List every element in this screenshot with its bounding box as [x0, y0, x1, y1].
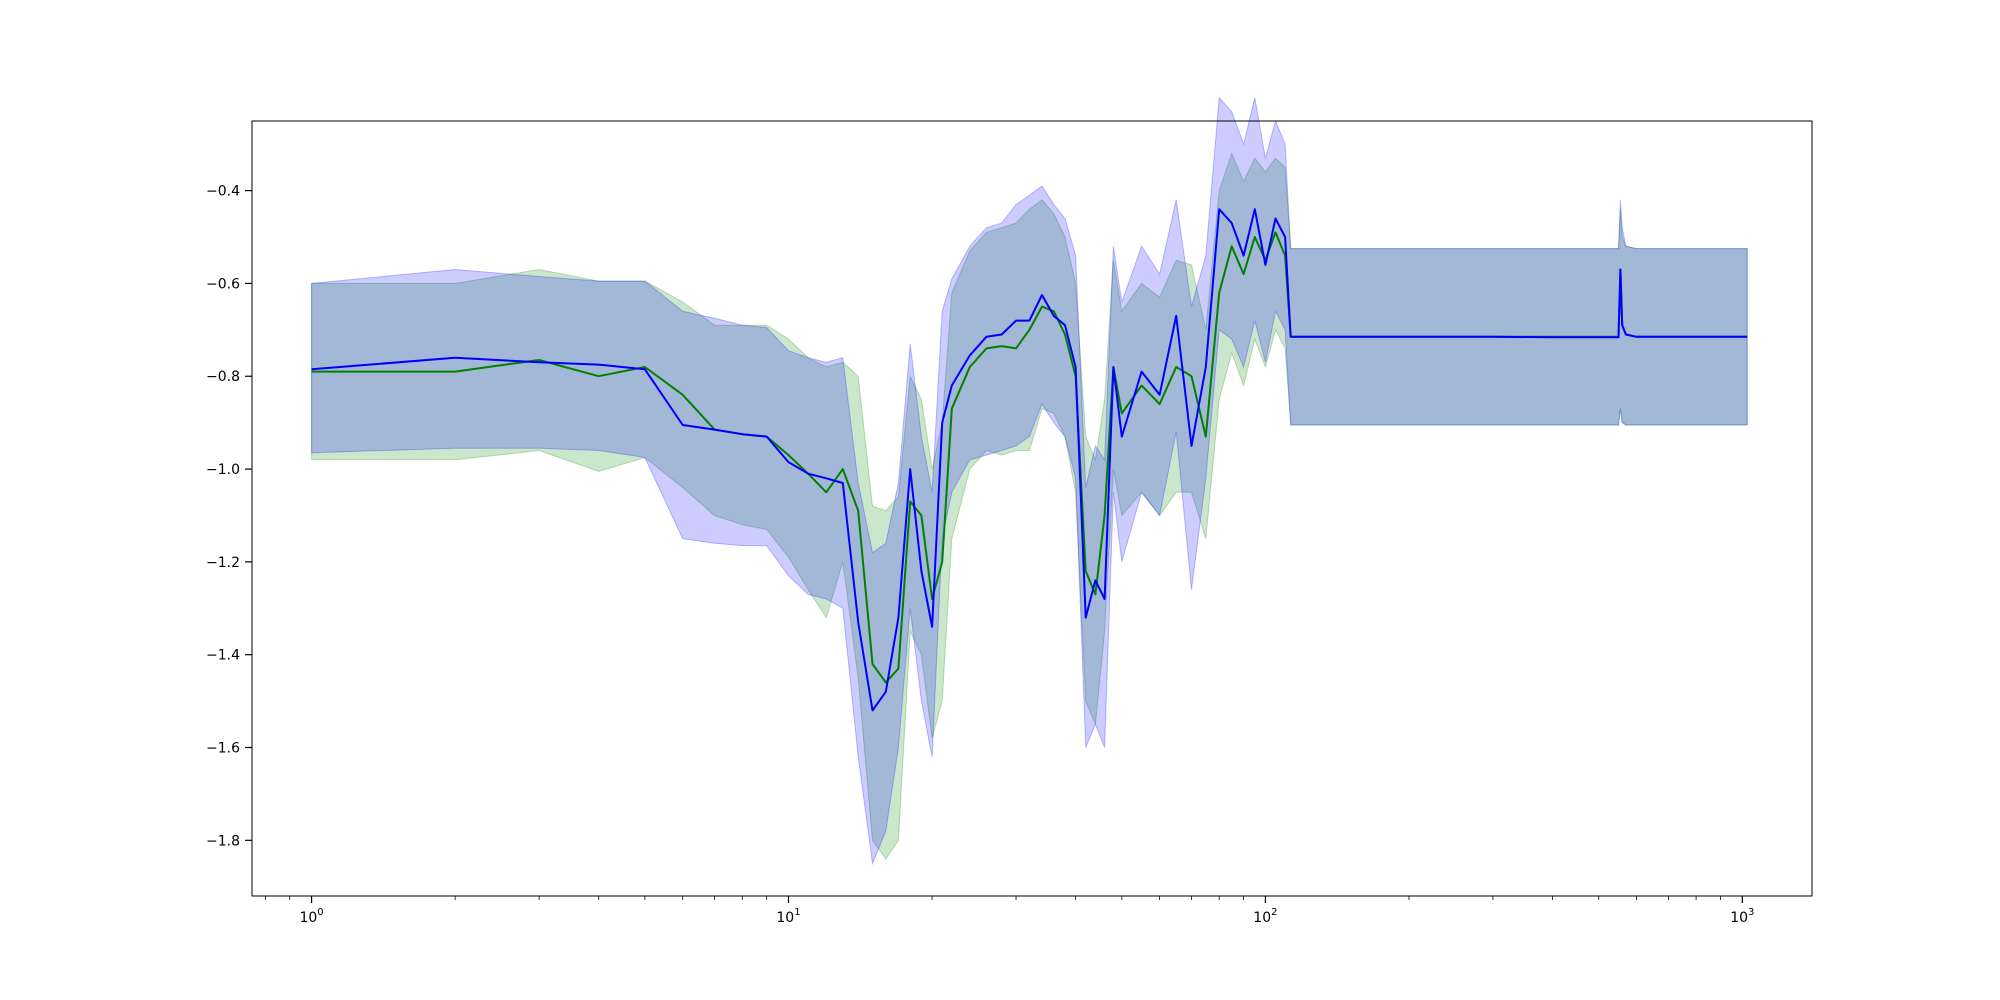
y-tick-label: −1.4	[206, 648, 240, 664]
series-0-band	[311, 152, 1748, 860]
series-lines	[311, 208, 1748, 712]
y-tick-label: −1.6	[206, 740, 240, 756]
confidence-bands	[311, 96, 1748, 866]
x-tick-label: 102	[1253, 907, 1277, 926]
y-tick-label: −0.6	[206, 276, 240, 292]
y-tick-label: −1.2	[206, 555, 240, 571]
x-tick-label: 100	[299, 907, 323, 926]
y-tick-label: −0.4	[206, 184, 240, 200]
y-tick-label: −0.8	[206, 369, 240, 385]
x-axis: 100 101 102 103	[264, 896, 1754, 926]
y-axis: −0.4 −0.6 −0.8 −1.0 −1.2 −1.4 −1.6 −1.8	[206, 184, 252, 849]
series-1-band	[311, 96, 1748, 866]
y-tick-label: −1.8	[206, 833, 240, 849]
series-1-line	[311, 208, 1748, 712]
x-tick-label: 101	[776, 907, 800, 926]
plot-frame	[251, 120, 1813, 897]
y-tick-label: −1.0	[206, 462, 240, 478]
x-tick-label: 103	[1730, 907, 1754, 926]
